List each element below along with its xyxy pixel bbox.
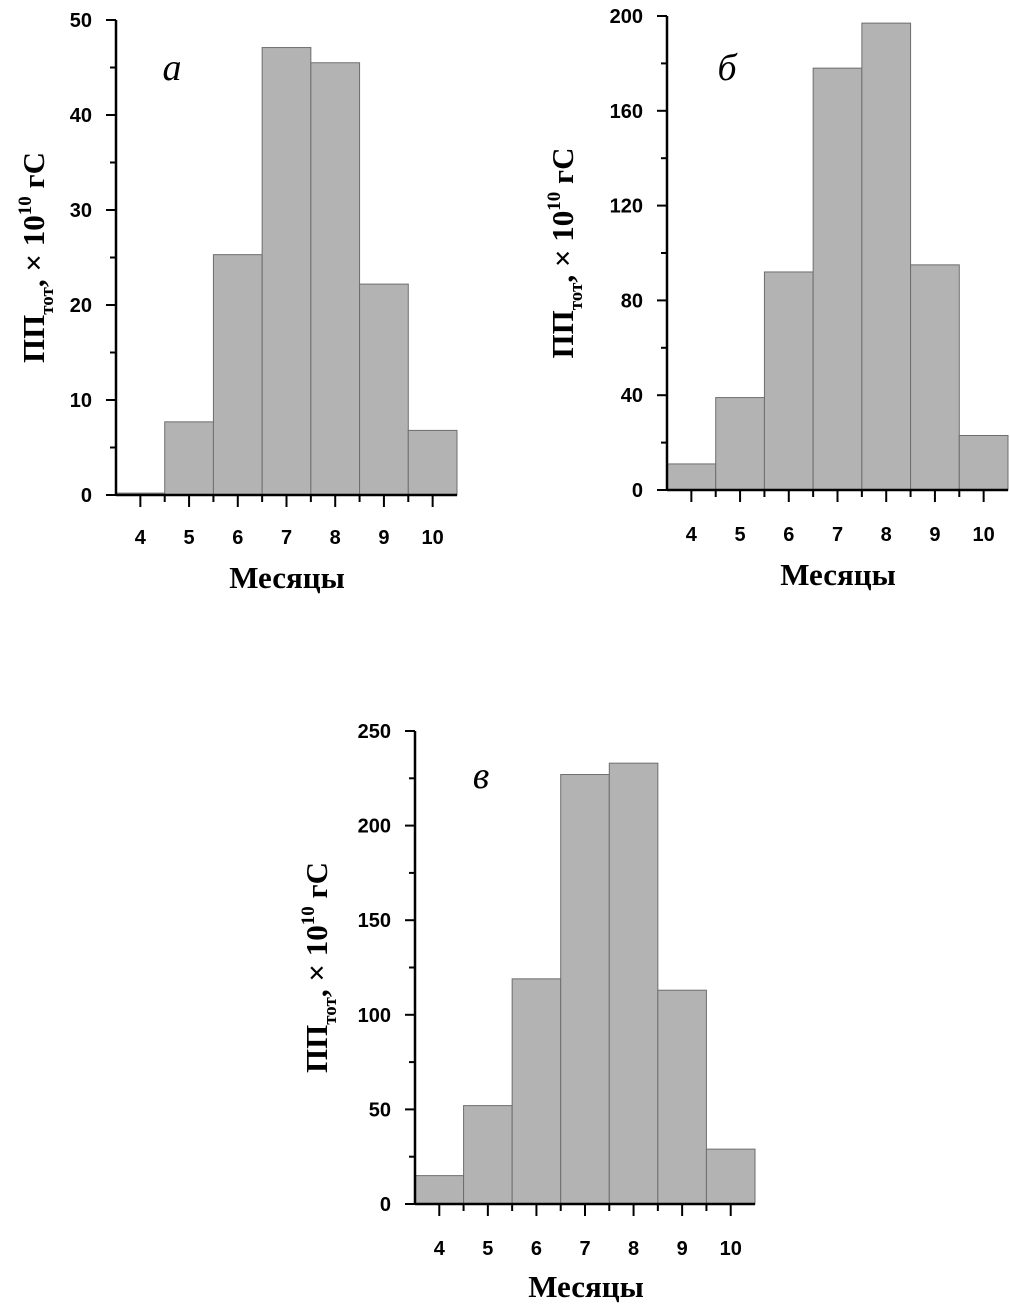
x-tick-label: 5 — [482, 1238, 493, 1260]
y-tick-label: 40 — [70, 105, 92, 127]
x-tick-label: 7 — [281, 527, 292, 549]
bar-4 — [414, 1175, 465, 1205]
x-axis-title: Месяцы — [229, 560, 345, 595]
panel-label: в — [473, 755, 490, 797]
y-tick-label: 20 — [70, 295, 92, 317]
y-tick-label: 30 — [70, 200, 92, 222]
y-tick-label: 100 — [358, 1005, 391, 1027]
y-tick-label: 160 — [610, 101, 643, 123]
x-tick-label: 6 — [783, 524, 794, 546]
bar-6 — [511, 978, 562, 1205]
x-tick-label: 10 — [422, 527, 444, 549]
x-tick-label: 9 — [677, 1238, 688, 1260]
y-tick-label: 50 — [369, 1099, 391, 1121]
panel-label: а — [163, 47, 182, 89]
y-tick-label: 150 — [358, 910, 391, 932]
x-tick-label: 7 — [579, 1238, 590, 1260]
bar-7 — [261, 47, 312, 496]
chart-panel-3: 0 50 100 150 200 250 4 5 6 7 8 9 10 Месяцы ППтот, × 10… — [298, 721, 756, 1304]
bar-9 — [657, 989, 707, 1205]
bar-5 — [715, 397, 765, 491]
x-axis-title: Месяцы — [528, 1269, 644, 1304]
y-tick-label: 200 — [358, 816, 391, 838]
bar-8 — [861, 22, 912, 491]
x-tick-label: 8 — [628, 1238, 639, 1260]
bar-10 — [705, 1148, 756, 1205]
x-tick-label: 8 — [330, 527, 341, 549]
y-tick-label: 40 — [621, 385, 643, 407]
y-axis-title: ППтот, × 1010 гС — [298, 862, 341, 1073]
chart-panel-1: 0 10 20 30 40 50 4 5 6 7 8 9 10 Месяцы ППтот, × 1010 г… — [15, 10, 458, 595]
panel-label: б — [717, 47, 738, 89]
x-tick-label: 5 — [735, 524, 746, 546]
bar-6 — [763, 271, 814, 491]
bar-8 — [310, 62, 361, 496]
bar-10 — [958, 434, 1009, 491]
bar-6 — [212, 254, 263, 496]
bar-4 — [666, 463, 717, 491]
y-axis-title: ППтот, × 1010 гС — [15, 152, 58, 363]
x-tick-label: 5 — [184, 527, 195, 549]
x-tick-label: 6 — [232, 527, 243, 549]
x-tick-label: 6 — [531, 1238, 542, 1260]
x-tick-label: 8 — [881, 524, 892, 546]
x-tick-label: 10 — [973, 524, 995, 546]
x-tick-label: 10 — [720, 1238, 742, 1260]
x-axis-title: Месяцы — [780, 557, 896, 592]
bar-5 — [164, 421, 214, 496]
y-tick-label: 50 — [70, 10, 92, 32]
y-tick-label: 250 — [358, 721, 391, 743]
y-tick-label: 200 — [610, 6, 643, 28]
x-tick-label: 9 — [929, 524, 940, 546]
bar-9 — [359, 283, 409, 496]
y-tick-label: 0 — [81, 485, 92, 507]
y-tick-label: 80 — [621, 290, 643, 312]
x-tick-label: 4 — [686, 524, 698, 546]
y-tick-label: 0 — [380, 1194, 391, 1216]
chart-panel-2: 0 40 80 120 160 200 4 5 6 7 8 9 10 Месяцы ППтот, × 101… — [544, 6, 1009, 592]
x-tick-label: 9 — [378, 527, 389, 549]
x-tick-label: 4 — [135, 527, 147, 549]
x-tick-label: 7 — [832, 524, 843, 546]
y-tick-label: 10 — [70, 390, 92, 412]
bar-7 — [812, 67, 863, 491]
y-tick-label: 0 — [632, 480, 643, 502]
bar-5 — [463, 1105, 513, 1205]
bar-8 — [608, 762, 659, 1205]
x-tick-label: 4 — [434, 1238, 446, 1260]
y-axis-title: ППтот, × 1010 гС — [544, 147, 587, 358]
bar-7 — [560, 774, 610, 1205]
bar-9 — [910, 264, 960, 491]
y-tick-label: 120 — [610, 196, 643, 218]
bar-10 — [407, 429, 458, 496]
